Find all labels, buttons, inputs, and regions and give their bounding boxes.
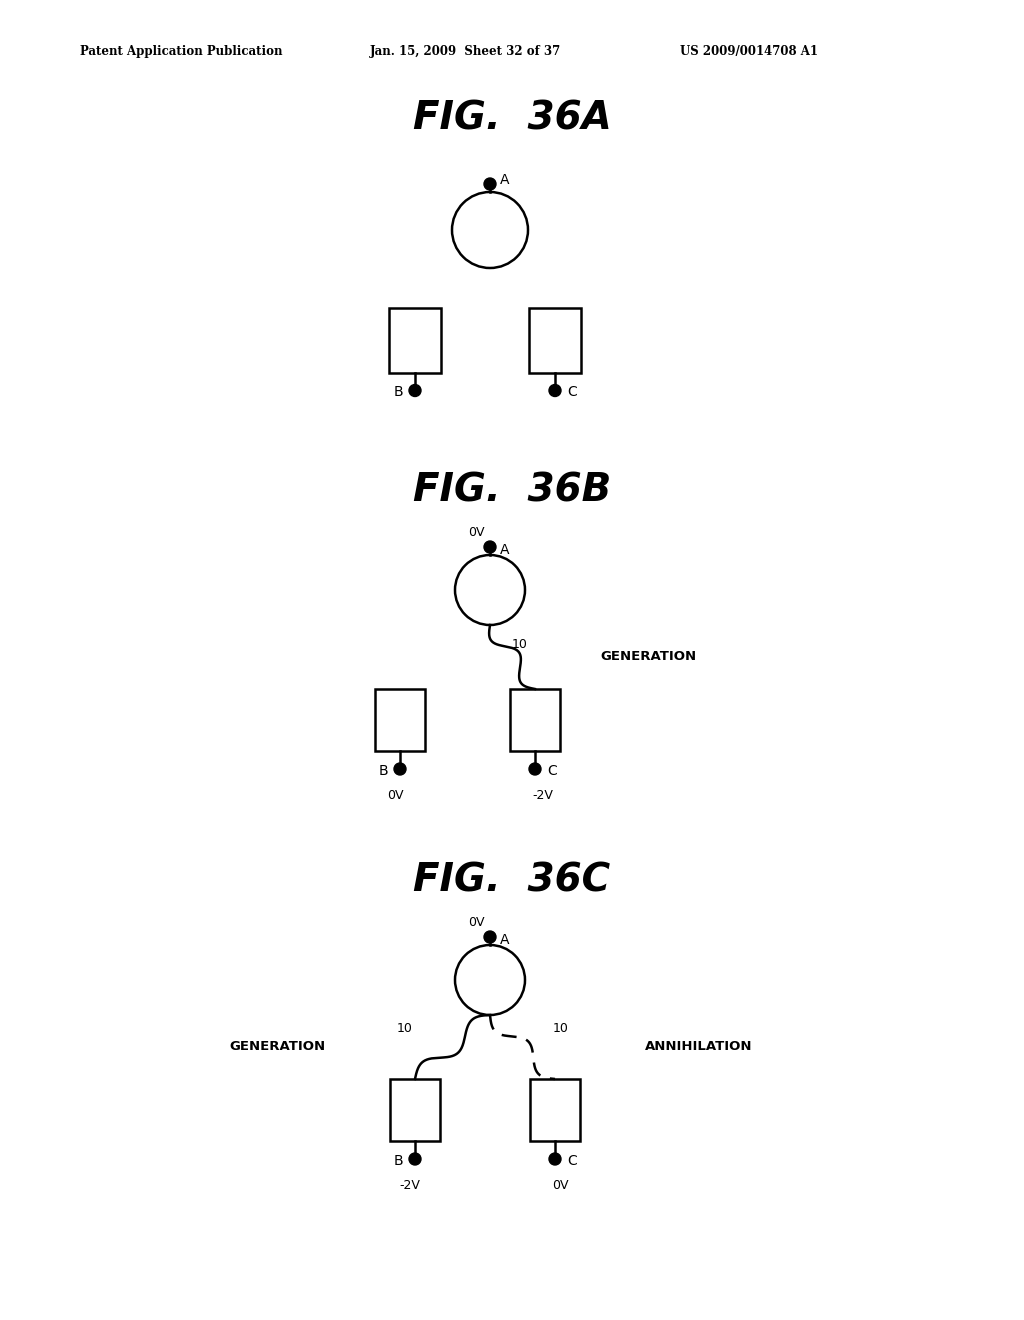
Text: C: C (567, 385, 577, 400)
Text: A: A (500, 933, 510, 946)
Circle shape (484, 931, 496, 942)
Text: 0V: 0V (552, 1179, 568, 1192)
Bar (529, 308, 581, 372)
Text: US 2009/0014708 A1: US 2009/0014708 A1 (680, 45, 818, 58)
Text: 10: 10 (396, 1023, 413, 1035)
Circle shape (549, 384, 561, 396)
Circle shape (394, 763, 406, 775)
Text: 0V: 0V (387, 789, 403, 803)
Text: 10: 10 (512, 639, 528, 652)
Bar (389, 308, 441, 372)
Bar (530, 1078, 580, 1140)
Bar (390, 1078, 440, 1140)
Circle shape (409, 1152, 421, 1166)
Text: 0V: 0V (469, 527, 485, 540)
Text: -2V: -2V (399, 1179, 421, 1192)
Text: ANNIHILATION: ANNIHILATION (645, 1040, 753, 1053)
Text: 10: 10 (553, 1023, 568, 1035)
Text: B: B (393, 385, 403, 400)
Text: A: A (500, 543, 510, 557)
Bar (510, 689, 560, 751)
Text: FIG.  36C: FIG. 36C (414, 861, 610, 899)
Text: B: B (379, 764, 388, 777)
Circle shape (484, 178, 496, 190)
Text: C: C (567, 1154, 577, 1168)
Text: Jan. 15, 2009  Sheet 32 of 37: Jan. 15, 2009 Sheet 32 of 37 (370, 45, 561, 58)
Text: FIG.  36A: FIG. 36A (413, 99, 611, 137)
Circle shape (409, 384, 421, 396)
Text: Patent Application Publication: Patent Application Publication (80, 45, 283, 58)
Text: B: B (393, 1154, 403, 1168)
Text: -2V: -2V (532, 789, 553, 803)
Text: FIG.  36B: FIG. 36B (413, 471, 611, 510)
Circle shape (529, 763, 541, 775)
Bar (375, 689, 425, 751)
Text: A: A (500, 173, 510, 187)
Text: GENERATION: GENERATION (600, 651, 696, 664)
Text: 0V: 0V (469, 916, 485, 929)
Text: C: C (547, 764, 557, 777)
Circle shape (484, 541, 496, 553)
Circle shape (549, 1152, 561, 1166)
Text: GENERATION: GENERATION (229, 1040, 325, 1053)
